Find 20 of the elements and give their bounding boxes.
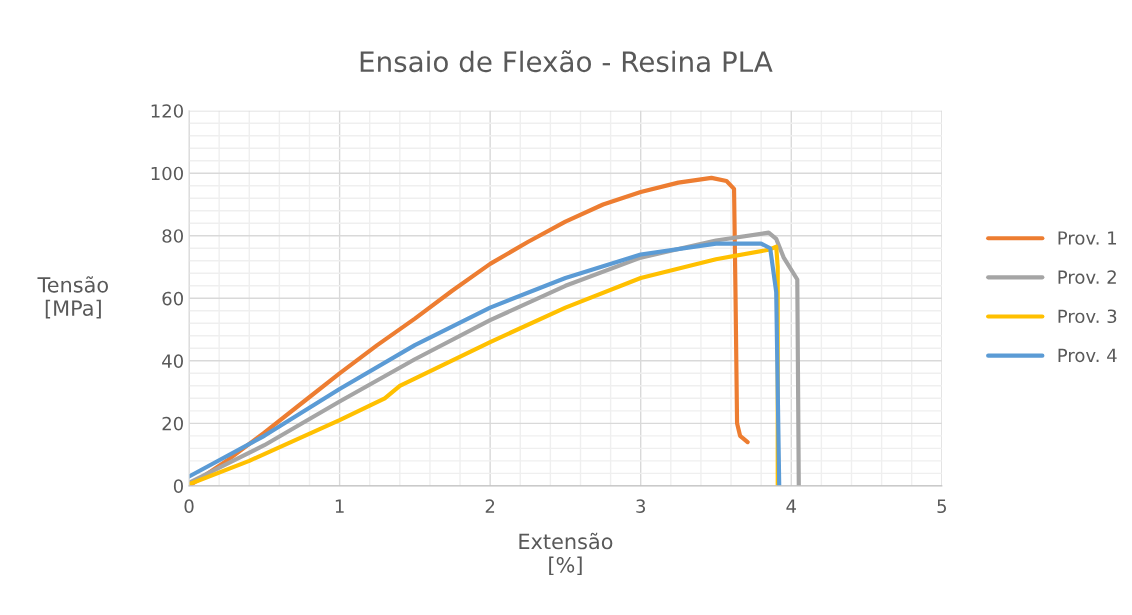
y-tick-label: 40 [162, 354, 183, 368]
y-tick-label: 0 [173, 479, 183, 493]
y-tick-label: 20 [162, 416, 183, 431]
x-tick-label: 2 [485, 499, 495, 513]
x-tick-label: 5 [937, 499, 946, 514]
legend-label: Prov. 2 [1058, 270, 1116, 284]
chart-title: Ensaio de Flexão - Resina PLA [360, 50, 773, 73]
x-axis-title: Extensão [%] [519, 532, 613, 576]
x-tick-label: 0 [184, 499, 194, 514]
x-tick-label: 1 [335, 499, 344, 513]
x-tick-label: 4 [786, 499, 796, 513]
legend-label: Prov. 4 [1058, 348, 1117, 363]
y-tick-label: 60 [162, 291, 183, 306]
y-axis-title: Tensão [MPa] [37, 276, 108, 319]
y-tick-label: 80 [162, 229, 183, 243]
y-tick-label: 120 [151, 104, 183, 118]
legend-label: Prov. 3 [1058, 309, 1117, 324]
y-tick-label: 100 [151, 166, 183, 181]
legend-label: Prov. 1 [1058, 231, 1117, 245]
x-tick-label: 3 [636, 499, 646, 514]
